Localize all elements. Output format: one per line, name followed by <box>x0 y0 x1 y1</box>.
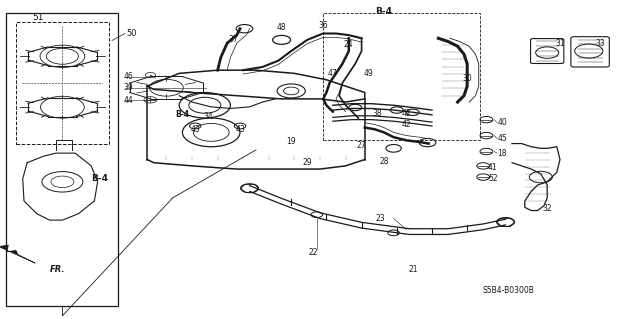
Text: 44: 44 <box>123 96 133 105</box>
Text: 45: 45 <box>497 134 508 143</box>
Text: 43: 43 <box>235 125 245 134</box>
Text: 36: 36 <box>318 21 328 30</box>
Text: 28: 28 <box>380 157 388 166</box>
Text: 21: 21 <box>408 265 417 274</box>
Text: 46: 46 <box>123 72 133 81</box>
Text: 23: 23 <box>376 214 386 223</box>
Text: 48: 48 <box>276 23 287 32</box>
Bar <box>323 13 480 140</box>
Bar <box>6 13 118 306</box>
Text: 19: 19 <box>286 137 296 146</box>
Text: 42: 42 <box>401 120 412 129</box>
Text: 29: 29 <box>302 158 312 167</box>
Text: 30: 30 <box>462 74 472 83</box>
Text: S5B4-B0300B: S5B4-B0300B <box>483 286 535 295</box>
Text: 41: 41 <box>488 163 498 172</box>
Text: B-4: B-4 <box>376 7 392 16</box>
Text: 42: 42 <box>401 109 412 118</box>
Text: 27: 27 <box>356 141 367 150</box>
Text: 22: 22 <box>309 248 318 256</box>
Text: 32: 32 <box>542 204 552 213</box>
Bar <box>16 22 109 144</box>
Text: B-4: B-4 <box>175 110 189 119</box>
Text: 51: 51 <box>33 13 44 22</box>
Text: 49: 49 <box>363 69 373 78</box>
Text: 37: 37 <box>228 35 239 44</box>
Text: 39: 39 <box>123 83 133 92</box>
Text: B-4: B-4 <box>91 174 108 183</box>
Text: 31: 31 <box>555 39 565 48</box>
Text: FR.: FR. <box>50 265 65 274</box>
Text: 18: 18 <box>498 149 507 158</box>
Text: 40: 40 <box>497 118 508 127</box>
Text: 34: 34 <box>203 112 213 121</box>
Text: 24: 24 <box>344 40 354 49</box>
Text: 38: 38 <box>372 109 383 118</box>
Text: 50: 50 <box>126 29 136 38</box>
Text: 52: 52 <box>488 174 498 183</box>
Text: 33: 33 <box>595 39 605 48</box>
Text: 47: 47 <box>328 69 338 78</box>
Text: 43: 43 <box>190 125 200 134</box>
Polygon shape <box>0 245 35 263</box>
